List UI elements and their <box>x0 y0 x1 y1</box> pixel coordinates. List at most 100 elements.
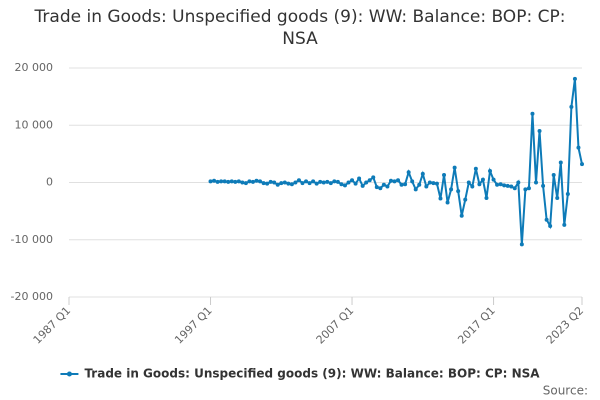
point <box>254 178 259 183</box>
source: Source: <box>543 384 588 398</box>
point <box>555 195 560 200</box>
point <box>388 178 393 183</box>
point <box>523 187 528 192</box>
point <box>247 179 252 184</box>
point <box>282 180 287 185</box>
point <box>519 242 524 247</box>
x-tick-label: 1997 Q1 <box>172 304 215 347</box>
point <box>537 128 542 133</box>
point <box>311 179 316 184</box>
point <box>346 180 351 185</box>
point <box>325 179 330 184</box>
y-tick-label: 20 000 <box>15 61 54 74</box>
point <box>258 179 263 184</box>
point <box>219 179 224 184</box>
point <box>300 181 305 186</box>
point <box>381 182 386 187</box>
point <box>399 182 404 187</box>
point <box>268 179 273 184</box>
point <box>431 181 436 186</box>
point <box>222 179 227 184</box>
point <box>572 76 577 81</box>
y-tick-label: -10 000 <box>11 233 53 246</box>
point <box>512 186 517 191</box>
point <box>272 180 277 185</box>
point <box>565 191 570 196</box>
point <box>307 181 312 186</box>
point <box>339 182 344 187</box>
point <box>265 181 270 186</box>
point <box>243 181 248 186</box>
point <box>396 178 401 183</box>
point <box>350 178 355 183</box>
point <box>321 180 326 185</box>
point <box>576 145 581 150</box>
point <box>275 182 280 187</box>
point <box>357 176 362 181</box>
point <box>558 160 563 165</box>
point <box>374 185 379 190</box>
series-line <box>210 78 583 245</box>
point <box>466 180 471 185</box>
point <box>452 165 457 170</box>
point <box>385 184 390 189</box>
point <box>498 182 503 187</box>
point <box>233 179 238 184</box>
point <box>328 181 333 186</box>
x-tick-label: 1987 Q1 <box>31 304 74 347</box>
point <box>509 184 514 189</box>
point <box>378 186 383 191</box>
point <box>371 175 376 180</box>
point <box>456 189 461 194</box>
point <box>459 213 464 218</box>
point <box>562 222 567 227</box>
point <box>332 179 337 184</box>
point <box>279 181 284 186</box>
x-tick-label: 2017 Q1 <box>455 304 498 347</box>
point <box>502 183 507 188</box>
point <box>491 177 496 182</box>
point <box>580 162 584 167</box>
point <box>289 182 294 187</box>
point <box>318 179 323 184</box>
point <box>548 224 553 229</box>
point <box>424 184 429 189</box>
legend-marker <box>66 371 72 377</box>
y-tick-label: -20 000 <box>11 290 53 303</box>
point <box>250 179 255 184</box>
point <box>212 178 217 183</box>
point <box>353 181 358 186</box>
point <box>240 180 245 185</box>
point <box>484 195 489 200</box>
point <box>516 180 521 185</box>
point <box>434 181 439 186</box>
point <box>403 182 408 187</box>
point <box>335 179 340 184</box>
point <box>364 180 369 185</box>
point <box>569 104 574 109</box>
point <box>505 183 510 188</box>
point <box>342 183 347 188</box>
point <box>541 183 546 188</box>
point <box>470 184 475 189</box>
point <box>296 178 301 183</box>
y-tick-label: 10 000 <box>15 118 54 131</box>
point <box>544 217 549 222</box>
point <box>427 180 432 185</box>
point <box>420 171 425 176</box>
x-tick-label: 2007 Q1 <box>314 304 357 347</box>
point <box>480 177 485 182</box>
point <box>526 186 531 191</box>
point <box>236 179 241 184</box>
point <box>304 179 309 184</box>
point <box>229 179 234 184</box>
point <box>392 179 397 184</box>
chart-title: Trade in Goods: Unspecified goods (9): W… <box>34 7 566 49</box>
point <box>261 181 266 186</box>
point <box>293 180 298 185</box>
point <box>463 197 468 202</box>
point <box>314 181 319 186</box>
point <box>488 169 493 174</box>
